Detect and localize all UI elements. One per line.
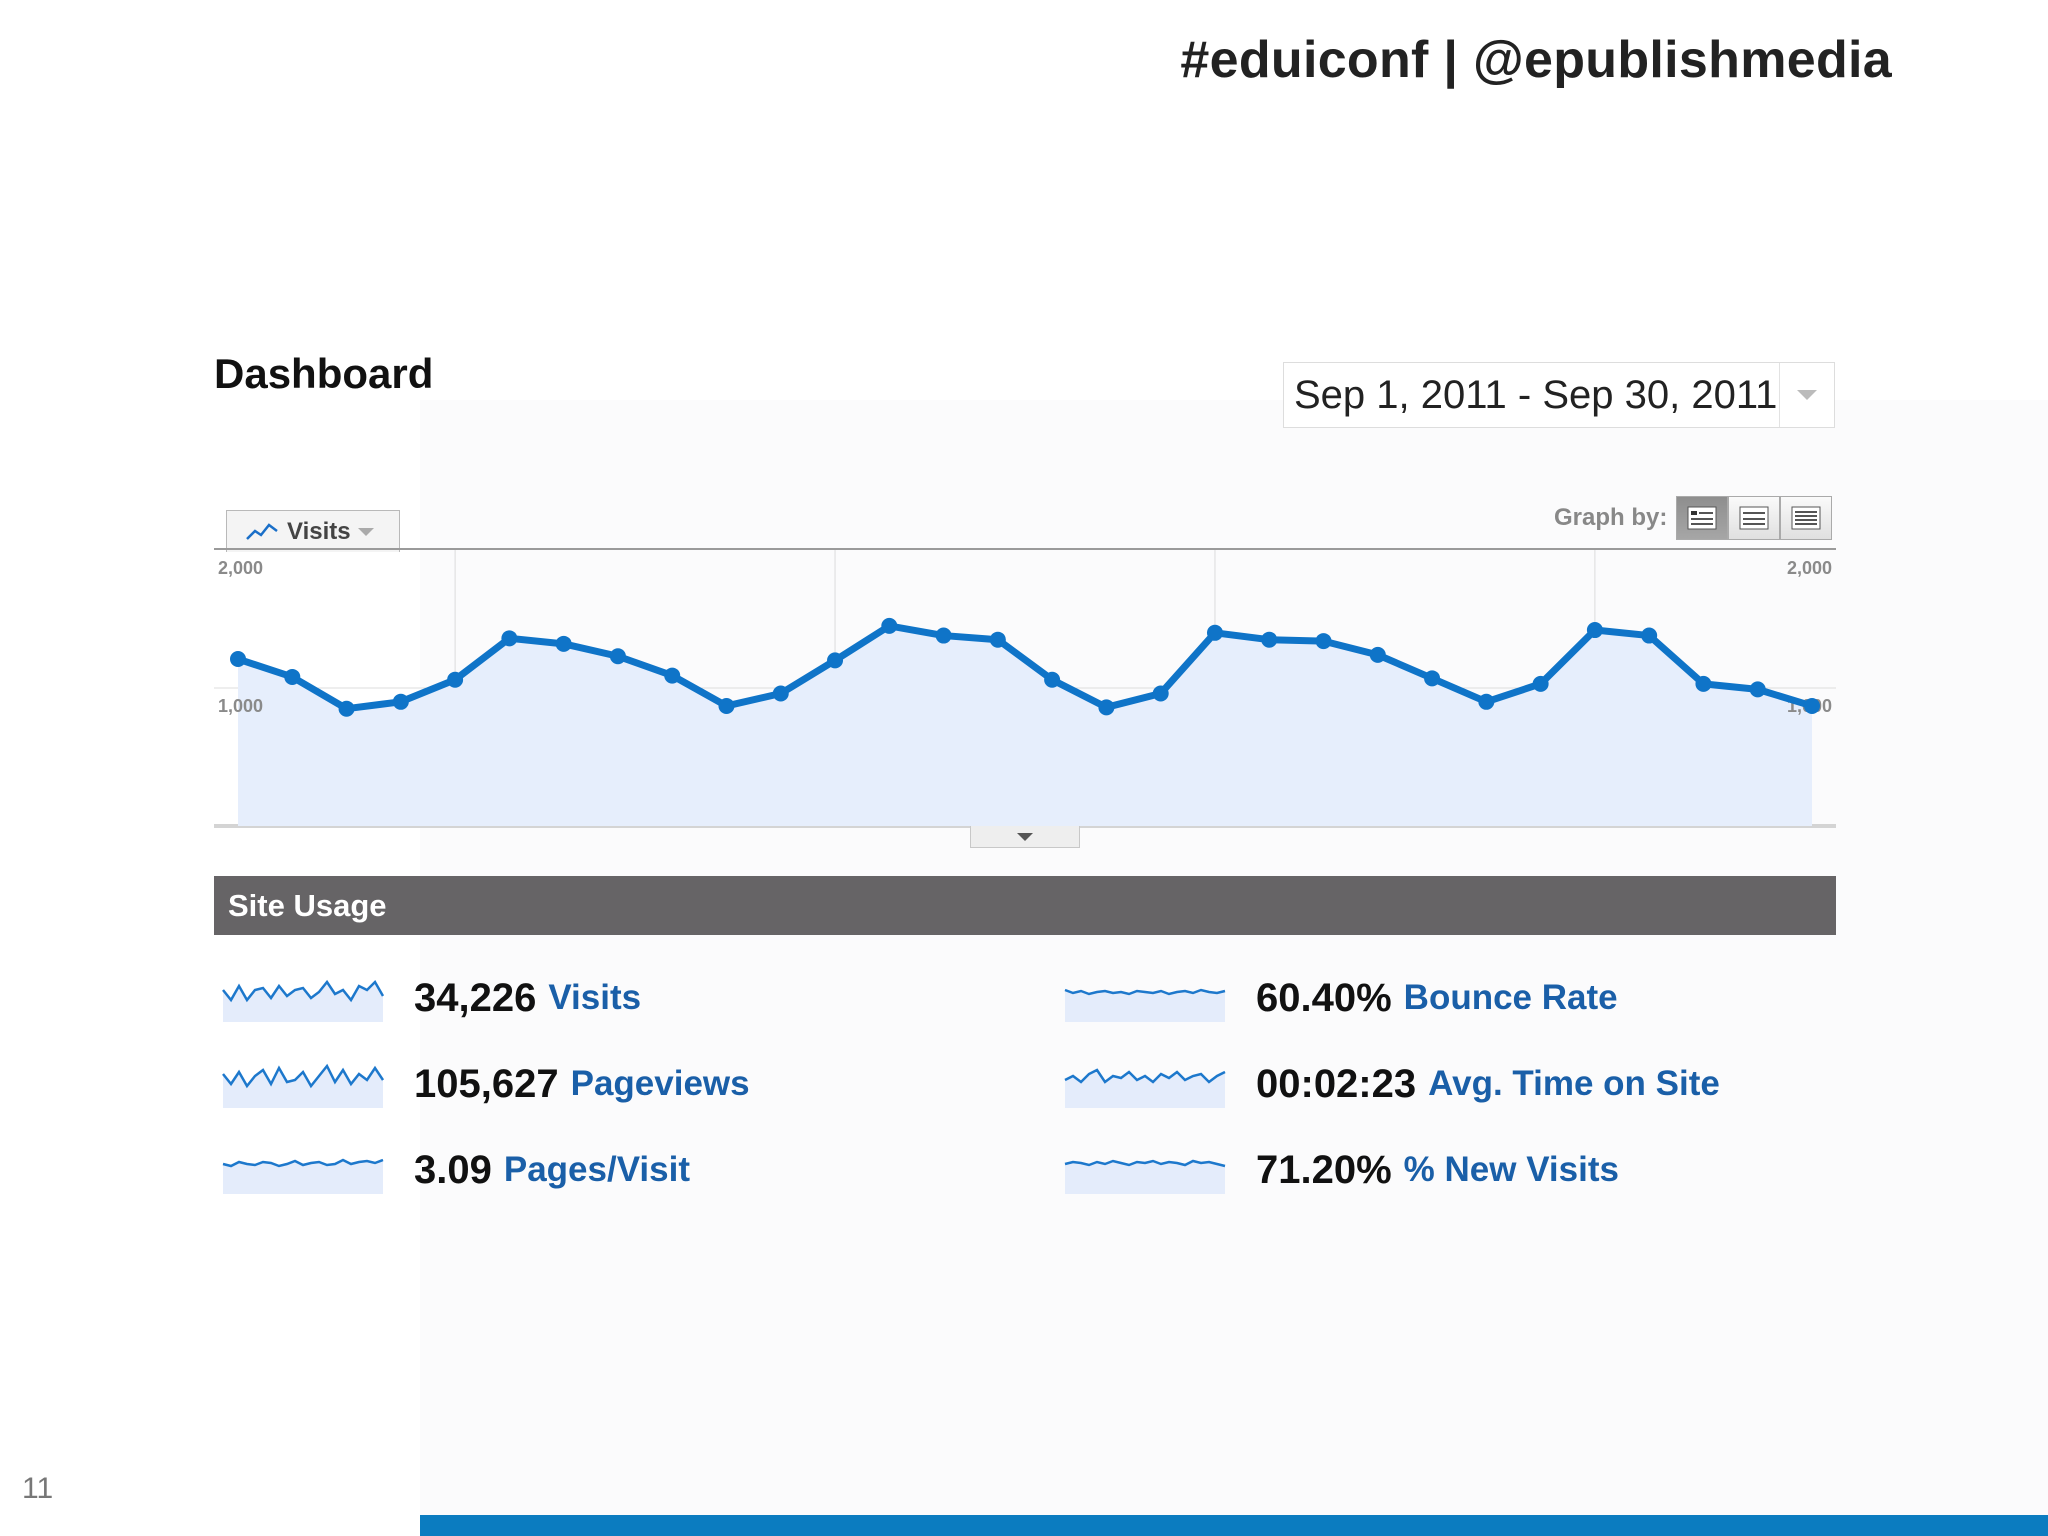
data-point [1586,622,1603,639]
data-point [555,635,572,652]
visits-chart: Sep 5Sep 12Sep 19Sep 262,0001,0002,0001,… [214,548,1836,828]
sparkline-area [223,1066,383,1108]
month-icon [1791,506,1821,530]
sparkline-line [222,1158,384,1168]
chevron-down-icon[interactable] [1779,363,1834,427]
data-point [1206,624,1223,641]
slide-header: #eduiconf | @epublishmedia [1180,31,1892,89]
data-point [501,630,518,647]
metric-label-link[interactable]: Visits [548,978,642,1017]
metric-label-link[interactable]: Pages/Visit [503,1150,690,1189]
metric-selector[interactable]: Visits [226,510,400,552]
metric-label-link[interactable]: Avg. Time on Site [1428,1064,1720,1103]
data-point [609,648,626,665]
data-point [935,627,952,644]
data-point [1478,693,1495,710]
data-point [1695,675,1712,692]
data-point [1315,633,1332,650]
y-tick-label-left: 1,000 [218,696,263,716]
page-number: 11 [22,1472,54,1505]
graph-by-day-button[interactable] [1676,496,1728,540]
visits-line [236,622,1814,713]
metric-value: 71.20% [1256,1147,1392,1192]
metric-row[interactable]: 34,226 Visits [222,968,641,1028]
metric-label-link[interactable]: Pageviews [570,1064,750,1103]
metric-row[interactable]: 00:02:23 Avg. Time on Site [1064,1054,1720,1114]
y-tick-label-left: 2,000 [218,558,263,578]
data-point [827,652,844,669]
data-point [989,631,1006,648]
data-point [1369,646,1386,663]
sparkline-area [1065,990,1225,1022]
sparkline [1064,1068,1226,1108]
data-point [881,617,898,634]
sparkline-line [1064,1159,1226,1168]
data-point [1804,697,1820,714]
sparkline-line [1064,1068,1226,1084]
data-point [664,667,681,684]
y-tick-label-right: 2,000 [1787,558,1832,578]
metric-row[interactable]: 60.40% Bounce Rate [1064,968,1618,1028]
metric-row[interactable]: 71.20% % New Visits [1064,1140,1619,1200]
data-point [1152,685,1169,702]
metric-row[interactable]: 105,627 Pageviews [222,1054,750,1114]
data-point [1261,631,1278,648]
sparkline [222,1158,384,1194]
date-range-value: Sep 1, 2011 - Sep 30, 2011 [1294,372,1778,417]
sparkline-area [223,1160,383,1194]
graph-by-label: Graph by: [1554,504,1668,531]
sparkline [222,1063,384,1108]
page-title: Dashboard [214,350,434,397]
sparkline-line [222,979,384,1003]
line-chart-icon [246,522,278,540]
footer-accent-bar [420,1515,2048,1536]
day-icon [1687,506,1717,530]
chevron-down-icon [1017,832,1033,841]
sparkline-area [1065,1161,1225,1194]
data-point [1044,671,1061,688]
data-point [1749,681,1766,698]
metric-value: 105,627 [414,1061,559,1106]
graph-by-toggle [1676,496,1832,540]
data-point [718,697,735,714]
expand-chart-toggle[interactable] [970,826,1080,848]
data-point [1641,627,1658,644]
metric-row[interactable]: 3.09 Pages/Visit [222,1140,690,1200]
data-point [447,671,464,688]
data-point [338,700,355,717]
data-point [230,651,246,668]
sparkline [1064,988,1226,1022]
data-point [1532,675,1549,692]
sparkline-area [1065,1070,1225,1108]
data-point [1424,670,1441,687]
graph-by-month-button[interactable] [1780,496,1832,540]
graph-by-week-button[interactable] [1728,496,1780,540]
sparkline [222,979,384,1022]
metric-value: 3.09 [414,1147,492,1192]
sparkline [1064,1159,1226,1194]
data-point [392,693,409,710]
metric-selector-label: Visits [287,517,351,545]
week-icon [1739,506,1769,530]
metric-value: 34,226 [414,975,537,1020]
date-range-picker[interactable]: Sep 1, 2011 - Sep 30, 2011 [1283,362,1835,428]
data-point [284,668,301,685]
metric-value: 00:02:23 [1256,1061,1417,1106]
sparkline-line [222,1063,384,1089]
metric-value: 60.40% [1256,975,1392,1020]
metric-label-link[interactable]: % New Visits [1403,1150,1619,1189]
site-usage-header: Site Usage [214,876,1836,935]
chevron-down-icon [357,527,374,536]
metric-label-link[interactable]: Bounce Rate [1403,978,1618,1017]
sparkline-line [1064,988,1226,996]
data-point [1098,699,1115,716]
data-point [772,685,789,702]
dashboard-panel-background [420,400,2048,1516]
